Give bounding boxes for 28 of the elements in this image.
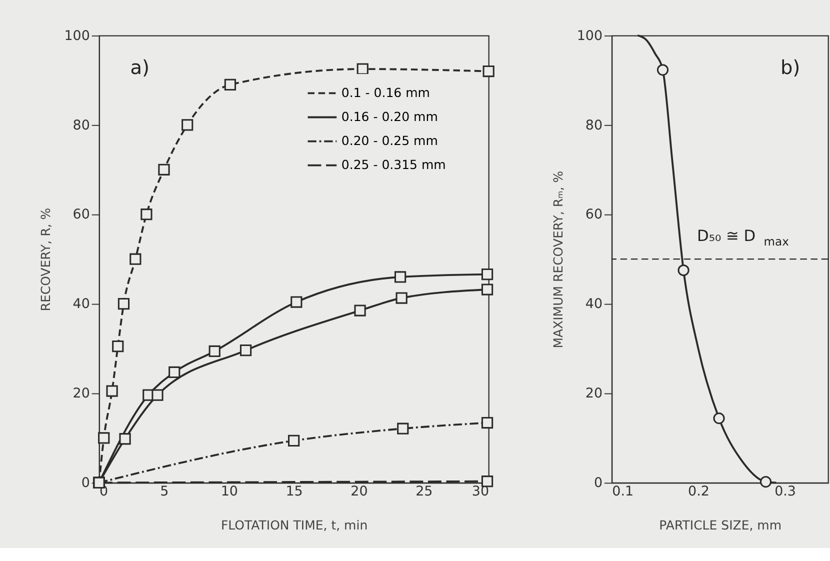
y-tick-label: 40: [585, 297, 603, 312]
x-tick-label: 0.2: [688, 484, 710, 500]
x-axis-title: PARTICLE SIZE, mm: [659, 517, 782, 532]
annotation: a): [130, 56, 150, 79]
y-axis-title: MAXIMUM RECOVERY, Rₘ, %: [550, 170, 566, 348]
x-tick-label: 5: [160, 484, 169, 500]
y-tick-label: 100: [64, 28, 90, 44]
legend-label: 0.25 - 0.315 mm: [341, 157, 446, 172]
legend-label: 0.1 - 0.16 mm: [341, 85, 430, 100]
y-tick-label: 40: [72, 297, 90, 312]
annotation: b): [780, 56, 800, 79]
x-tick-label: 20: [350, 484, 368, 500]
y-tick-label: 80: [72, 118, 90, 134]
x-tick-label: 15: [286, 484, 303, 500]
y-tick-label: 100: [576, 28, 603, 44]
x-tick-label: 0.3: [774, 484, 796, 500]
y-tick-label: 80: [585, 118, 603, 134]
x-axis-title: FLOTATION TIME, t, min: [220, 517, 368, 532]
legend-label: 0.16 - 0.20 mm: [341, 109, 438, 124]
y-tick-label: 60: [585, 208, 603, 223]
y-tick-label: 20: [585, 386, 603, 402]
y-tick-label: 20: [72, 386, 90, 402]
x-tick-label: 0.1: [612, 484, 634, 500]
y-axis-title: RECOVERY, R, %: [38, 208, 53, 312]
x-tick-label: 25: [416, 484, 433, 500]
y-tick-label: 60: [72, 208, 90, 223]
x-tick-label: 10: [220, 484, 238, 500]
legend-label: 0.20 - 0.25 mm: [341, 133, 438, 148]
